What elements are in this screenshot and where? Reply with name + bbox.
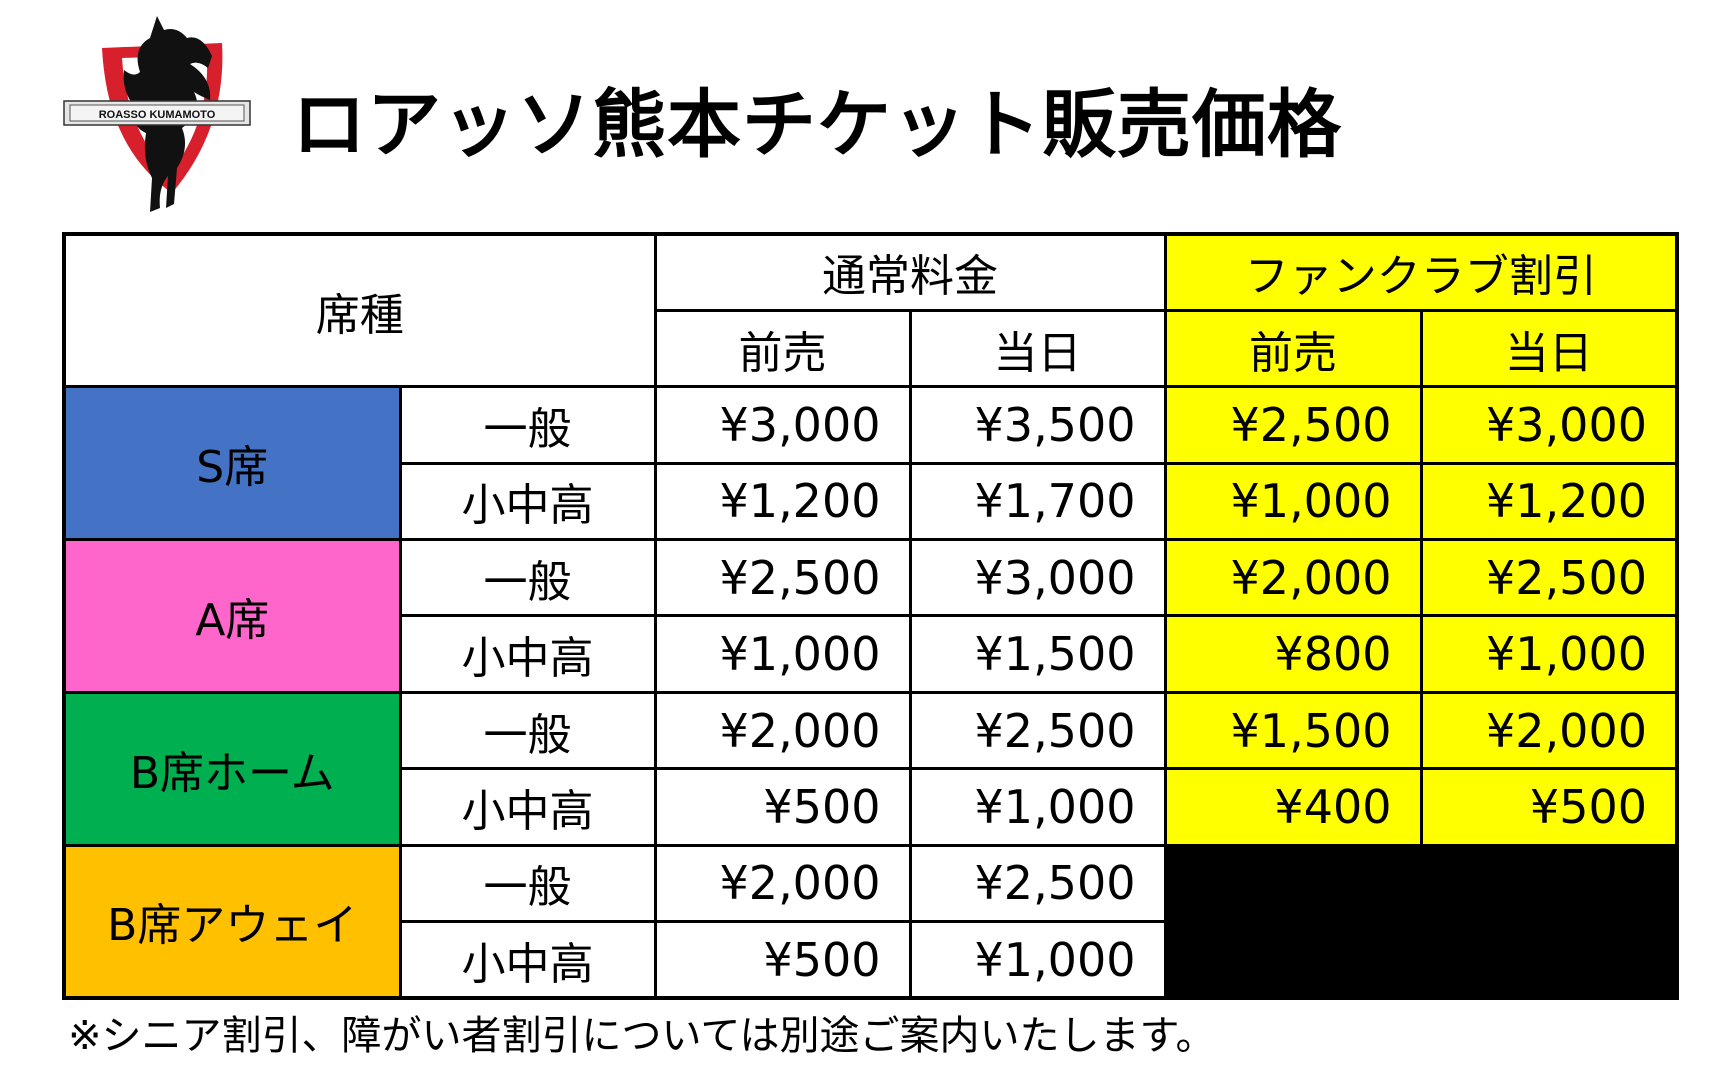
price-regular-dayof: ¥1,500 [908, 614, 1167, 694]
price-fanclub-advance: ¥800 [1163, 614, 1423, 694]
seat-category-a: A席 [62, 538, 402, 694]
price-fanclub-dayof: ¥500 [1419, 767, 1679, 847]
price-regular-advance: ¥2,000 [653, 843, 912, 924]
price-regular-advance: ¥500 [653, 920, 912, 1000]
regular-price-header: 通常料金 [653, 232, 1167, 312]
price-fanclub-dayof: ¥1,200 [1419, 461, 1679, 542]
ticket-type: 一般 [398, 538, 657, 618]
ticket-type: 小中高 [398, 614, 657, 694]
price-fanclub-dayof: ¥1,000 [1419, 614, 1679, 694]
price-fanclub-advance: ¥2,500 [1163, 385, 1423, 465]
fanclub-dayof-header: 当日 [1419, 308, 1679, 389]
seat-category-b-away: B席アウェイ [62, 843, 402, 1000]
price-regular-dayof: ¥2,500 [908, 690, 1167, 771]
price-fanclub-advance: ¥400 [1163, 767, 1423, 847]
seat-type-header: 席種 [62, 232, 657, 389]
ticket-type: 一般 [398, 385, 657, 465]
logo-text: ROASSO KUMAMOTO [99, 109, 216, 121]
price-regular-advance: ¥500 [653, 767, 912, 847]
ticket-type: 小中高 [398, 920, 657, 1000]
price-regular-dayof: ¥1,000 [908, 767, 1167, 847]
fanclub-not-available-block [1163, 843, 1679, 1000]
ticket-price-table: 席種 通常料金 ファンクラブ割引 前売 当日 前売 当日 S席 一般 ¥3,00… [62, 232, 1679, 1000]
ticket-type: 小中高 [398, 461, 657, 542]
discount-note: ※シニア割引、障がい者割引については別途ご案内いたします。 [68, 1013, 1216, 1059]
regular-dayof-header: 当日 [908, 308, 1167, 389]
seat-category-s: S席 [62, 385, 402, 542]
price-fanclub-advance: ¥2,000 [1163, 538, 1423, 618]
ticket-type: 一般 [398, 690, 657, 771]
ticket-type: 小中高 [398, 767, 657, 847]
price-regular-advance: ¥2,500 [653, 538, 912, 618]
price-fanclub-dayof: ¥2,000 [1419, 690, 1679, 771]
fanclub-advance-header: 前売 [1163, 308, 1423, 389]
fanclub-discount-header: ファンクラブ割引 [1163, 232, 1679, 312]
regular-advance-header: 前売 [653, 308, 912, 389]
price-fanclub-advance: ¥1,000 [1163, 461, 1423, 542]
ticket-type: 一般 [398, 843, 657, 924]
price-regular-dayof: ¥3,500 [908, 385, 1167, 465]
price-regular-advance: ¥1,000 [653, 614, 912, 694]
price-regular-advance: ¥3,000 [653, 385, 912, 465]
price-regular-advance: ¥1,200 [653, 461, 912, 542]
price-fanclub-dayof: ¥2,500 [1419, 538, 1679, 618]
price-regular-dayof: ¥2,500 [908, 843, 1167, 924]
price-regular-advance: ¥2,000 [653, 690, 912, 771]
price-fanclub-dayof: ¥3,000 [1419, 385, 1679, 465]
seat-category-b-home: B席ホーム [62, 690, 402, 847]
club-logo: ROASSO KUMAMOTO [62, 8, 252, 218]
price-fanclub-advance: ¥1,500 [1163, 690, 1423, 771]
price-regular-dayof: ¥1,000 [908, 920, 1167, 1000]
price-regular-dayof: ¥3,000 [908, 538, 1167, 618]
horse-emblem-icon: ROASSO KUMAMOTO [63, 16, 251, 212]
price-regular-dayof: ¥1,700 [908, 461, 1167, 542]
page-title: ロアッソ熊本チケット販売価格 [292, 82, 1342, 168]
